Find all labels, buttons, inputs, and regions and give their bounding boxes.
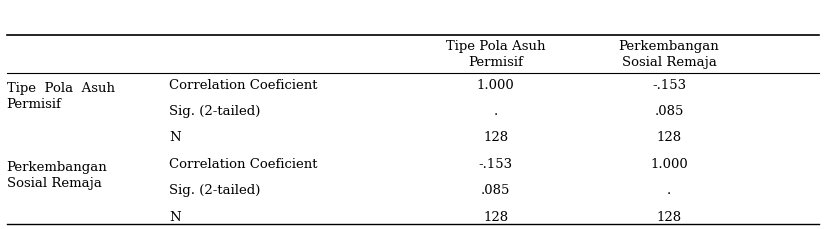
Text: .085: .085: [654, 105, 684, 117]
Text: Tipe Pola Asuh
Permisif: Tipe Pola Asuh Permisif: [446, 40, 545, 69]
Text: 1.000: 1.000: [477, 78, 515, 91]
Text: 128: 128: [657, 131, 681, 144]
Text: N: N: [169, 131, 181, 144]
Text: Perkembangan
Sosial Remaja: Perkembangan Sosial Remaja: [619, 40, 719, 69]
Text: 128: 128: [483, 131, 508, 144]
Text: -.153: -.153: [652, 78, 686, 91]
Text: Correlation Coeficient: Correlation Coeficient: [169, 78, 318, 91]
Text: Tipe  Pola  Asuh
Permisif: Tipe Pola Asuh Permisif: [7, 82, 115, 111]
Text: Correlation Coeficient: Correlation Coeficient: [169, 157, 318, 170]
Text: .: .: [667, 184, 672, 196]
Text: .085: .085: [481, 184, 510, 196]
Text: .: .: [493, 105, 498, 117]
Text: N: N: [169, 210, 181, 223]
Text: -.153: -.153: [478, 157, 513, 170]
Text: 128: 128: [657, 210, 681, 223]
Text: Sig. (2-tailed): Sig. (2-tailed): [169, 105, 261, 117]
Text: Sig. (2-tailed): Sig. (2-tailed): [169, 184, 261, 196]
Text: 1.000: 1.000: [650, 157, 688, 170]
Text: Perkembangan
Sosial Remaja: Perkembangan Sosial Remaja: [7, 161, 107, 190]
Text: 128: 128: [483, 210, 508, 223]
